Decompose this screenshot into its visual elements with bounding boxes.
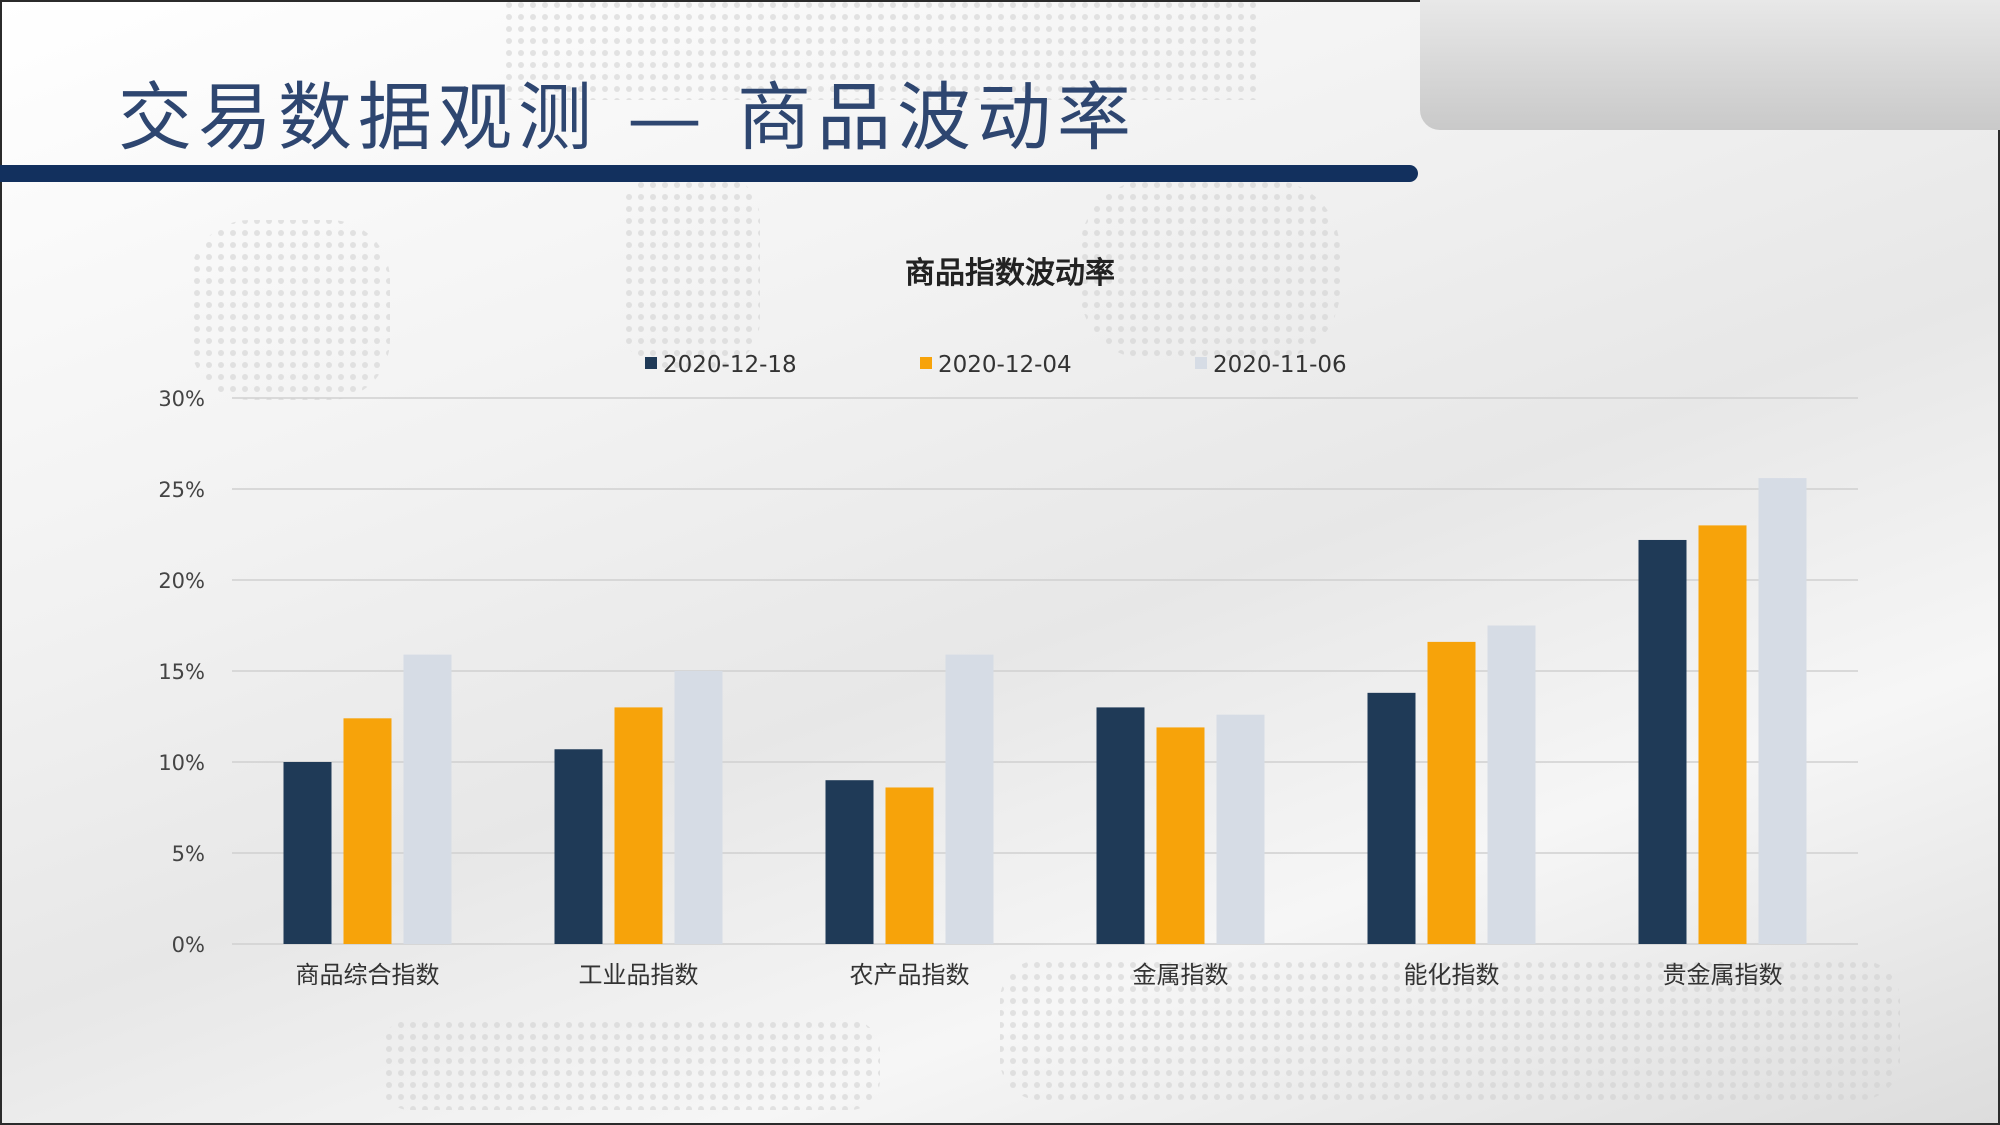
x-tick-label: 农产品指数 [850,961,970,989]
y-tick-label: 5% [172,842,205,866]
x-tick-label: 贵金属指数 [1663,961,1783,989]
x-tick-label: 金属指数 [1133,961,1229,989]
bar-3-series-3 [945,654,994,944]
title-underline-bar [0,165,1418,182]
bar-2-series-3 [674,671,723,944]
bar-1-series-1 [283,762,332,944]
bar-4-series-2 [1156,727,1205,944]
bar-1-series-2 [343,718,392,944]
bar-3-series-1 [825,780,874,944]
bar-1-series-3 [403,654,452,944]
bar-5-series-2 [1427,641,1476,944]
legend-label-3: 2020-11-06 [1213,352,1347,378]
bar-2-series-1 [554,749,603,944]
legend-label-2: 2020-12-04 [938,352,1072,378]
bar-6-series-1 [1638,539,1687,944]
legend-swatch-3 [1195,357,1207,369]
bar-4-series-3 [1216,714,1265,944]
x-tick-label: 工业品指数 [579,961,699,989]
bar-2-series-2 [614,707,663,944]
bar-5-series-3 [1487,625,1536,944]
bar-5-series-1 [1367,692,1416,944]
y-tick-label: 0% [172,933,205,957]
x-tick-label: 能化指数 [1404,961,1500,989]
y-tick-label: 30% [158,387,205,411]
legend-label-1: 2020-12-18 [663,352,797,378]
x-tick-label: 商品综合指数 [296,961,440,989]
bar-3-series-2 [885,787,934,944]
bar-4-series-1 [1096,707,1145,944]
bar-6-series-2 [1698,525,1747,944]
legend-swatch-1 [645,357,657,369]
page-title: 交易数据观测 — 商品波动率 [118,75,1138,161]
y-tick-label: 20% [158,569,205,593]
y-tick-label: 25% [158,478,205,502]
y-tick-label: 10% [158,751,205,775]
bar-6-series-3 [1758,478,1807,944]
y-tick-label: 15% [158,660,205,684]
decorative-header-panel [1420,0,2000,130]
chart-title: 商品指数波动率 [905,256,1115,291]
legend-swatch-2 [920,357,932,369]
